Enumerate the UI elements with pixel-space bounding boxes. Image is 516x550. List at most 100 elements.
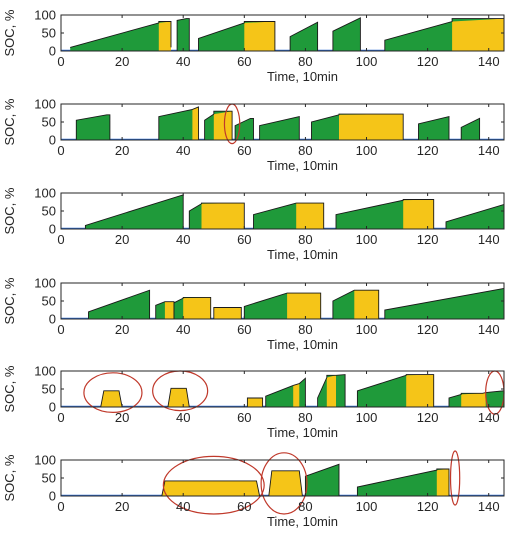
x-tick-label: 120	[417, 322, 439, 337]
x-tick-label: 80	[298, 54, 312, 69]
x-tick-label: 20	[115, 232, 129, 247]
charging-session-3	[305, 464, 339, 496]
x-tick-label: 140	[478, 232, 500, 247]
highlight-ellipse-1	[162, 455, 265, 515]
full-soc-segment-3	[244, 21, 275, 51]
x-tick-label: 140	[478, 322, 500, 337]
session-outline-1	[70, 21, 172, 48]
session-outline-8	[460, 117, 481, 140]
y-tick-label: 50	[42, 26, 56, 41]
session-outline-7	[418, 116, 450, 140]
x-tick-label: 0	[57, 410, 64, 425]
full-soc-segment-2	[164, 301, 174, 319]
session-outline-7	[448, 390, 505, 407]
full-soc-segment-2	[201, 203, 245, 229]
x-tick-label: 60	[237, 54, 251, 69]
highlight-ellipse-1	[83, 372, 143, 414]
x-tick-label: 120	[417, 499, 439, 514]
full-soc-segment-6	[452, 18, 504, 52]
full-soc-segment-1	[161, 480, 260, 496]
x-tick-label: 80	[298, 499, 312, 514]
full-soc-segment-5	[326, 375, 336, 407]
x-tick-label: 20	[115, 143, 129, 158]
charging-session-1	[76, 114, 110, 140]
y-tick-label: 0	[49, 312, 56, 327]
x-tick-label: 100	[356, 54, 378, 69]
x-axis-label: Time, 10min	[267, 247, 338, 262]
x-tick-label: 40	[176, 143, 190, 158]
x-axis-label: Time, 10min	[267, 425, 338, 440]
y-tick-label: 50	[42, 471, 56, 486]
y-tick-label: 50	[42, 115, 56, 130]
charging-session-1	[88, 290, 150, 319]
y-tick-label: 50	[42, 204, 56, 219]
charging-session-5	[332, 17, 361, 51]
session-outline-1	[84, 194, 184, 229]
session-outline-2	[188, 202, 245, 229]
charging-session-8	[461, 118, 480, 140]
x-tick-label: 140	[478, 410, 500, 425]
x-tick-label: 0	[57, 54, 64, 69]
session-outline-3	[304, 463, 340, 496]
x-axis-label: Time, 10min	[267, 69, 338, 84]
session-outline-5	[332, 17, 361, 51]
y-tick-label: 100	[34, 186, 56, 201]
session-outline-5	[243, 292, 322, 319]
charging-session-1	[70, 21, 171, 51]
session-outline-2	[158, 106, 199, 140]
x-tick-label: 40	[176, 410, 190, 425]
session-outline-6	[311, 113, 404, 140]
x-axis-label: Time, 10min	[267, 514, 338, 529]
x-tick-label: 20	[115, 410, 129, 425]
charging-session-7	[384, 288, 504, 319]
x-tick-label: 20	[115, 322, 129, 337]
charging-session-5	[259, 116, 300, 140]
y-tick-label: 50	[42, 382, 56, 397]
x-tick-label: 40	[176, 499, 190, 514]
charging-session-4	[290, 22, 318, 51]
x-tick-label: 20	[115, 499, 129, 514]
y-tick-label: 0	[49, 400, 56, 415]
x-tick-label: 40	[176, 232, 190, 247]
x-tick-label: 120	[417, 232, 439, 247]
x-tick-label: 0	[57, 322, 64, 337]
full-soc-segment-2	[167, 388, 190, 407]
x-tick-label: 40	[176, 322, 190, 337]
session-outline-3	[204, 110, 233, 140]
y-tick-label: 100	[34, 276, 56, 291]
full-soc-segment-4	[436, 469, 449, 496]
session-outline-1	[75, 114, 111, 140]
y-axis-label: SOC, %	[2, 187, 17, 234]
x-tick-label: 0	[57, 143, 64, 158]
full-soc-segment-6	[339, 114, 404, 140]
x-axis-label: Time, 10min	[267, 158, 338, 173]
x-tick-label: 140	[478, 54, 500, 69]
x-axis-label: Time, 10min	[267, 337, 338, 352]
y-tick-label: 100	[34, 8, 56, 23]
session-outline-4	[234, 117, 254, 140]
full-soc-segment-6	[354, 290, 379, 319]
y-tick-label: 0	[49, 222, 56, 237]
full-soc-segment-3	[213, 111, 233, 140]
y-axis-label: SOC, %	[2, 9, 17, 56]
session-outline-2	[268, 470, 303, 497]
x-tick-label: 0	[57, 499, 64, 514]
full-soc-segment-4	[403, 199, 434, 229]
full-soc-segment-4	[213, 307, 242, 319]
highlight-ellipse-3	[449, 450, 461, 506]
highlight-ellipse-2	[260, 452, 308, 515]
charging-session-1	[85, 194, 184, 229]
x-tick-label: 140	[478, 499, 500, 514]
x-tick-label: 120	[417, 410, 439, 425]
x-tick-label: 80	[298, 322, 312, 337]
x-tick-label: 20	[115, 54, 129, 69]
charging-session-5	[446, 204, 504, 229]
session-outline-2	[176, 18, 190, 51]
charging-session-2	[177, 18, 190, 52]
x-tick-label: 120	[417, 143, 439, 158]
x-tick-label: 40	[176, 54, 190, 69]
